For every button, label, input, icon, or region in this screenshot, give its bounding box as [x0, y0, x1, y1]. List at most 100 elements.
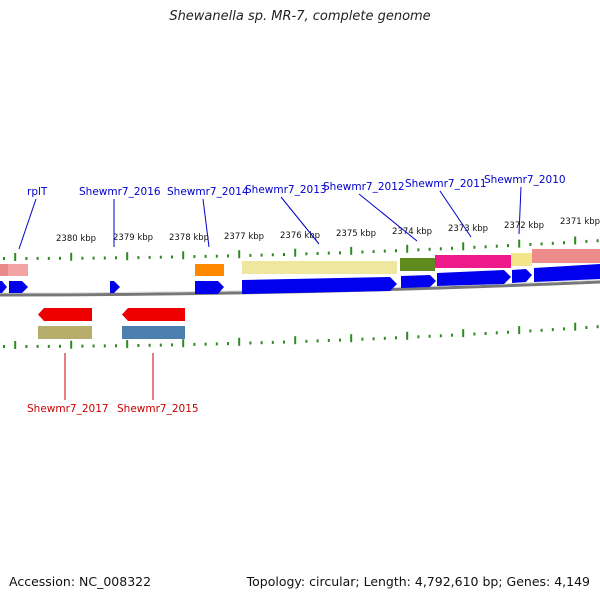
minor-tick — [551, 328, 554, 332]
accession-text: Accession: NC_008322 — [9, 574, 152, 589]
forward-cds-arrow[interactable] — [110, 281, 120, 293]
tick-label: 2373 kbp — [448, 224, 488, 234]
major-tick — [182, 339, 185, 348]
forward-cds-arrow[interactable] — [437, 270, 511, 286]
gene-label-Shewmr7_2011[interactable]: Shewmr7_2011 — [405, 178, 487, 190]
major-tick — [574, 322, 577, 331]
minor-tick — [215, 254, 218, 258]
genome-summary-text: Topology: circular; Length: 4,792,610 bp… — [246, 574, 590, 589]
minor-tick — [305, 252, 308, 256]
major-tick — [574, 236, 577, 245]
minor-tick — [159, 343, 162, 347]
gene-label-Shewmr7_2016[interactable]: Shewmr7_2016 — [79, 186, 161, 198]
minor-tick — [383, 249, 386, 253]
minor-tick — [339, 338, 341, 342]
forward-cds-arrow[interactable] — [534, 264, 600, 282]
minor-tick — [159, 255, 162, 259]
minor-tick — [115, 256, 117, 260]
minor-tick — [115, 344, 117, 348]
minor-tick — [484, 245, 487, 249]
forward-feature-bars — [0, 249, 600, 276]
gene-label-Shewmr7_2013[interactable]: Shewmr7_2013 — [245, 184, 327, 196]
feature-bar — [435, 255, 511, 268]
minor-tick — [92, 256, 95, 260]
gene-label-Shewmr7_2015[interactable]: Shewmr7_2015 — [117, 403, 199, 415]
gene-label-Shewmr7_2010[interactable]: Shewmr7_2010 — [484, 174, 566, 186]
tick-label: 2377 kbp — [224, 232, 264, 242]
feature-bar — [0, 264, 8, 276]
major-tick — [126, 340, 129, 349]
minor-tick — [171, 255, 173, 259]
gene-label-Shewmr7_2012[interactable]: Shewmr7_2012 — [323, 181, 405, 193]
major-tick — [406, 331, 409, 340]
minor-tick — [439, 247, 442, 251]
minor-tick — [249, 253, 252, 257]
tick-label: 2374 kbp — [392, 227, 432, 237]
minor-tick — [137, 344, 140, 347]
forward-cds-arrow[interactable] — [401, 275, 436, 288]
gene-label-rplT[interactable]: rplT — [27, 186, 48, 198]
minor-tick — [417, 335, 420, 339]
minor-tick — [3, 345, 5, 348]
forward-cds-track — [0, 264, 600, 294]
feature-bar — [511, 253, 532, 266]
reverse-cds-arrow[interactable] — [122, 308, 185, 321]
minor-tick — [473, 332, 476, 336]
minor-tick — [372, 337, 375, 341]
forward-cds-arrow[interactable] — [0, 281, 7, 293]
minor-tick — [171, 343, 173, 347]
major-tick — [238, 337, 241, 346]
major-tick — [294, 336, 297, 345]
feature-bar — [532, 249, 600, 263]
minor-tick — [148, 255, 151, 259]
leader-line — [439, 190, 472, 238]
minor-tick — [383, 336, 386, 340]
leader-line — [202, 198, 210, 248]
minor-tick — [260, 341, 263, 345]
gene-label-Shewmr7_2017[interactable]: Shewmr7_2017 — [27, 403, 109, 415]
minor-tick — [36, 344, 39, 348]
minor-tick — [103, 344, 106, 348]
leader-line — [518, 186, 522, 235]
major-tick — [350, 246, 353, 255]
tick-label: 2380 kbp — [56, 234, 96, 244]
major-tick — [238, 250, 241, 259]
minor-tick — [316, 339, 319, 343]
reverse-cds-arrow[interactable] — [38, 308, 92, 321]
minor-tick — [92, 344, 95, 348]
forward-cds-arrow[interactable] — [9, 281, 28, 293]
feature-bar — [195, 264, 224, 276]
minor-tick — [47, 344, 50, 348]
tick-labels: 2380 kbp 2379 kbp 2378 kbp 2377 kbp 2376… — [56, 217, 600, 244]
minor-tick — [439, 334, 442, 338]
minor-tick — [271, 253, 274, 257]
minor-tick — [204, 254, 207, 258]
minor-tick — [249, 341, 252, 345]
feature-bar — [400, 258, 435, 271]
forward-cds-arrow[interactable] — [195, 281, 224, 294]
minor-tick — [327, 251, 330, 255]
minor-tick — [495, 331, 498, 335]
minor-tick — [81, 256, 84, 260]
major-tick — [70, 340, 73, 349]
minor-tick — [507, 244, 509, 248]
gene-label-Shewmr7_2014[interactable]: Shewmr7_2014 — [167, 186, 249, 198]
minor-tick — [339, 251, 341, 255]
forward-cds-arrow[interactable] — [242, 277, 397, 294]
minor-tick — [47, 256, 50, 260]
minor-tick — [193, 342, 196, 346]
minor-tick — [81, 344, 84, 348]
tick-label: 2371 kbp — [560, 217, 600, 227]
minor-tick — [36, 256, 39, 260]
gene-labels: rplT Shewmr7_2016 Shewmr7_2014 Shewmr7_2… — [27, 174, 566, 415]
major-tick — [462, 242, 465, 251]
major-tick — [518, 239, 521, 248]
major-tick — [126, 252, 129, 261]
minor-tick — [215, 342, 218, 346]
minor-tick — [204, 342, 207, 346]
forward-cds-arrow[interactable] — [512, 269, 532, 283]
minor-tick — [529, 329, 532, 333]
major-tick — [518, 326, 521, 335]
minor-tick — [193, 255, 196, 259]
